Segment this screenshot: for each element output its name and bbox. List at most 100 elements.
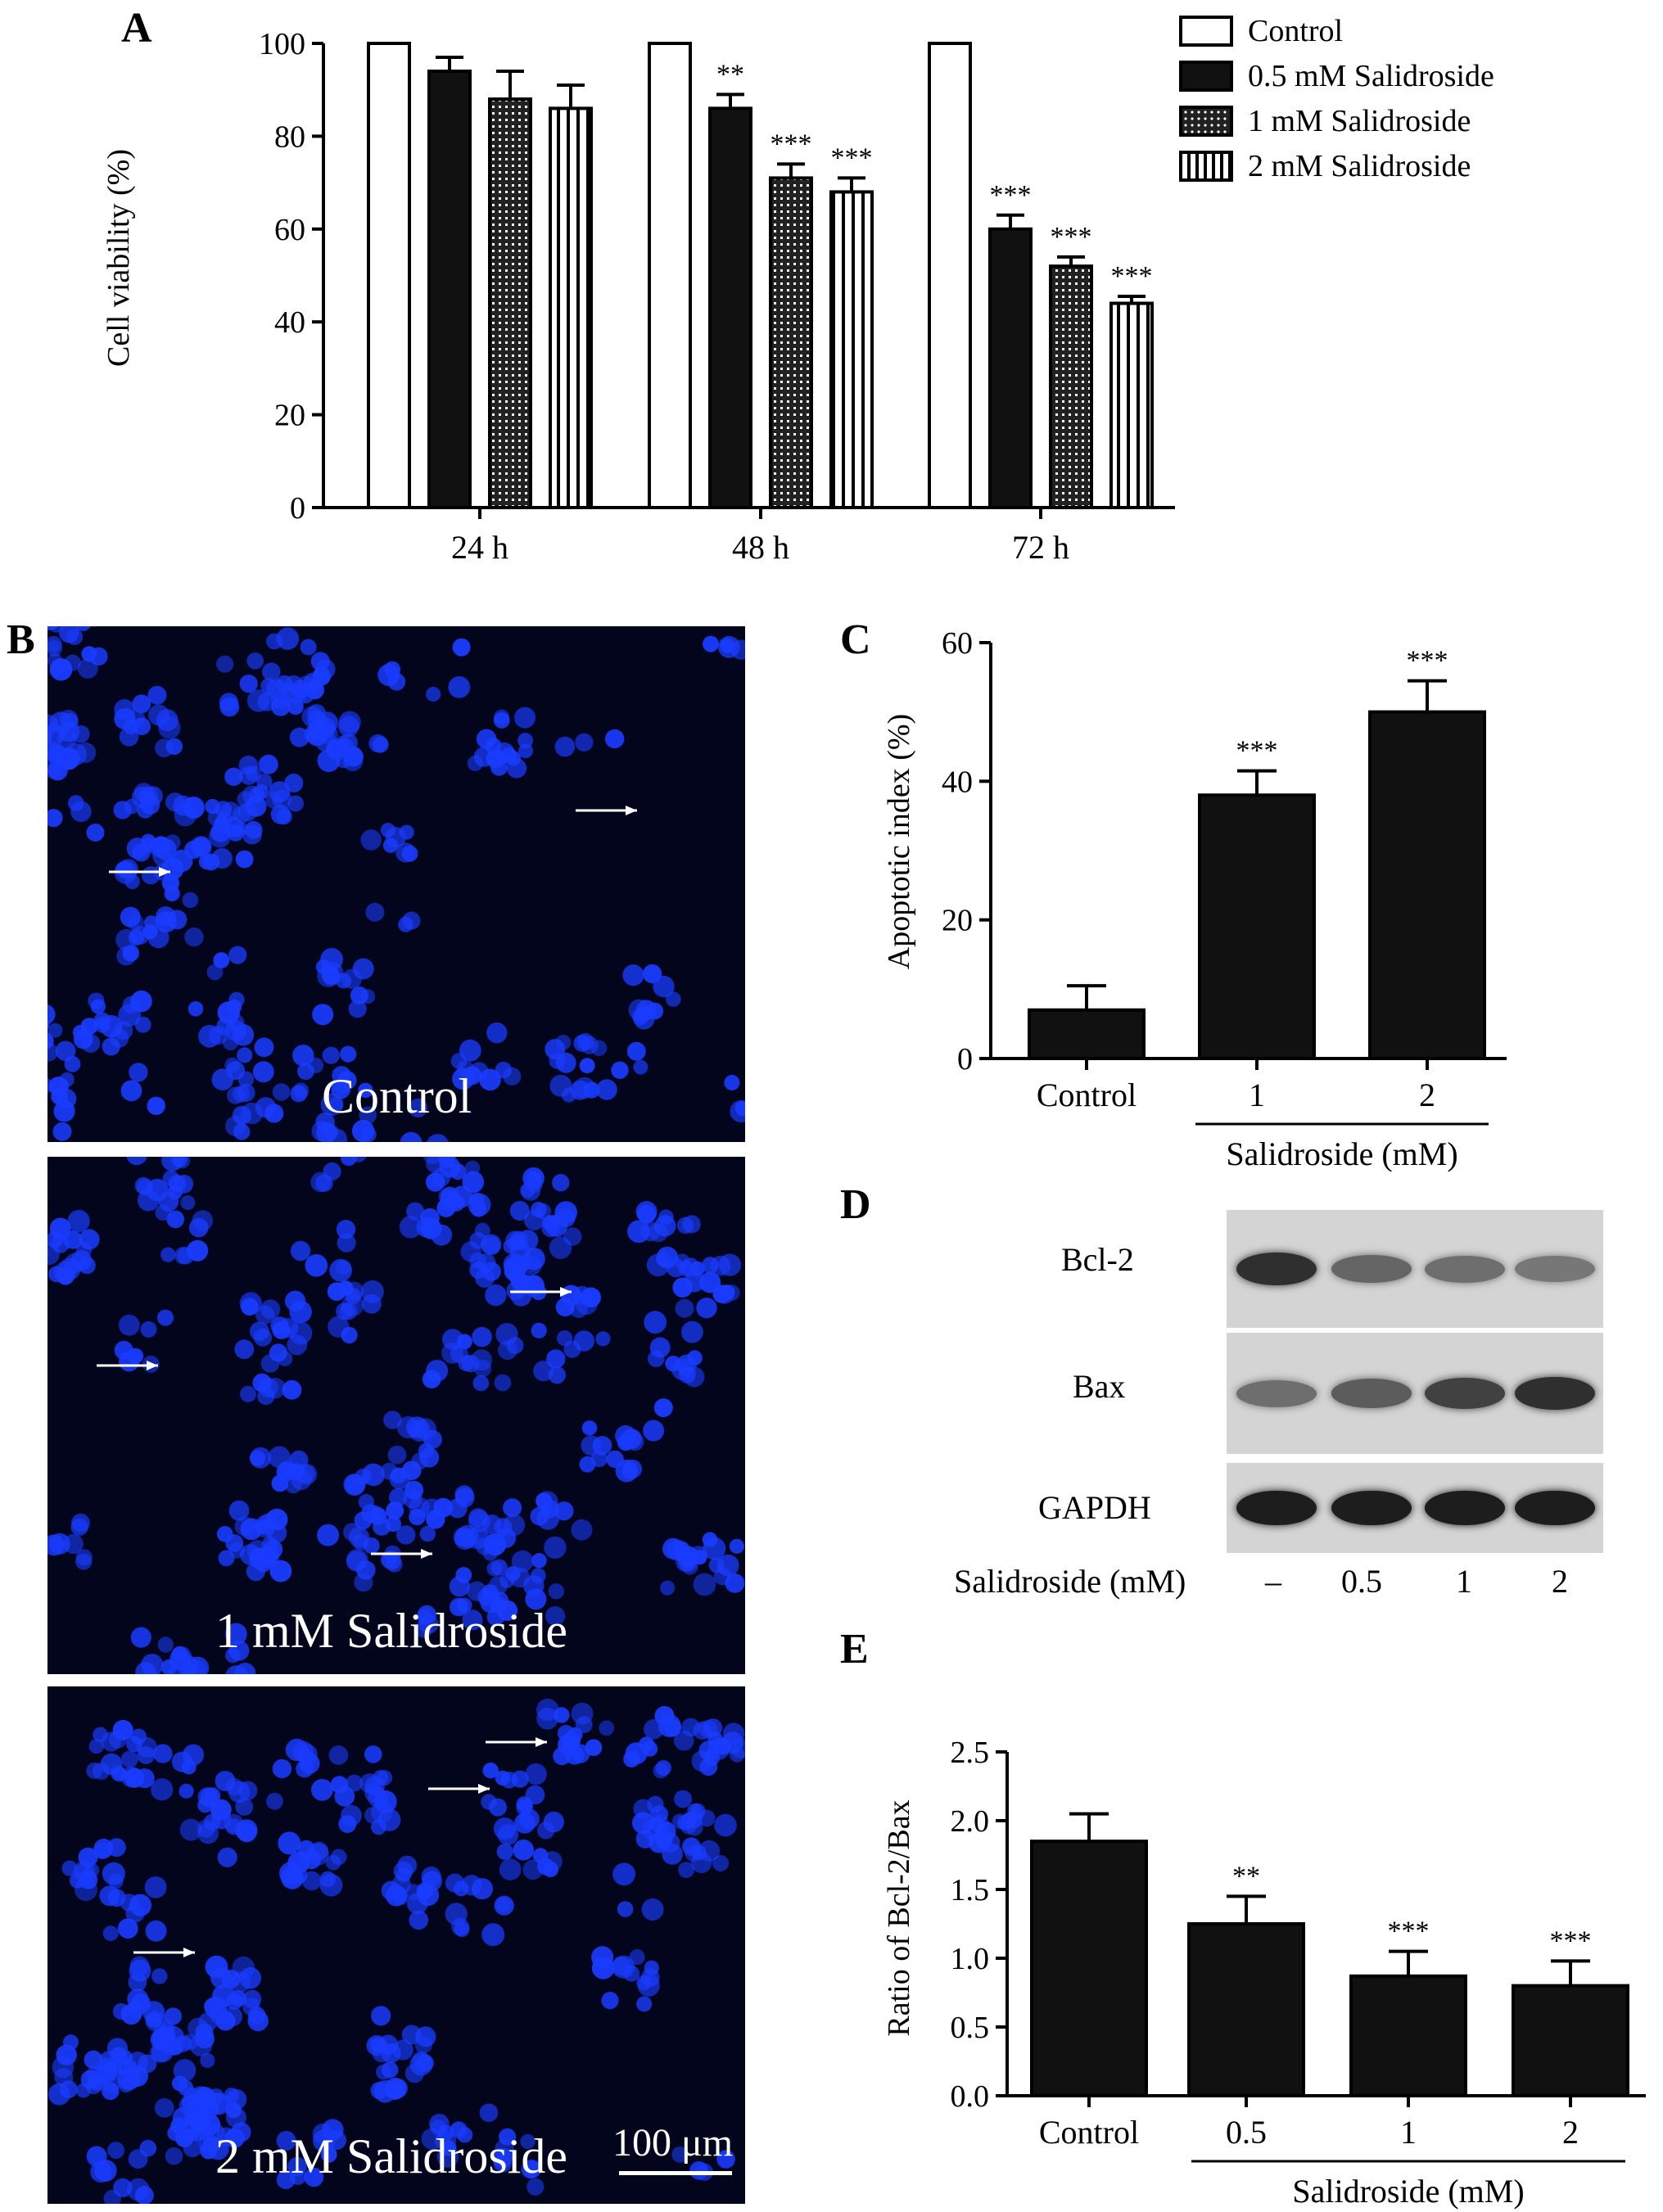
nucleus (200, 2052, 215, 2068)
significance-label: *** (1550, 1925, 1592, 1956)
nucleus (436, 1198, 456, 1217)
nucleus (90, 626, 98, 627)
nucleus (575, 733, 594, 752)
nucleus (213, 816, 229, 833)
nucleus (495, 1061, 513, 1079)
scale-bar (619, 2171, 732, 2175)
nucleus (213, 952, 230, 968)
bar (928, 42, 972, 509)
nucleus (497, 1824, 519, 1845)
panel-label-e: E (840, 1626, 869, 1673)
nucleus (496, 1600, 518, 1621)
nucleus (59, 626, 79, 643)
nucleus (684, 1271, 705, 1293)
nucleus (292, 1082, 310, 1099)
nucleus (506, 1337, 524, 1354)
nucleus (476, 729, 497, 749)
nucleus (108, 1730, 128, 1749)
nucleus (132, 694, 151, 714)
nucleus (696, 1298, 717, 1319)
nucleus (93, 1843, 111, 1860)
nucleus (494, 1374, 512, 1392)
nucleus (380, 823, 395, 838)
nucleus (240, 1385, 256, 1402)
nucleus (496, 1843, 513, 1860)
nucleus (623, 1965, 640, 1982)
blot-band (1331, 1490, 1412, 1526)
nucleus (548, 1583, 564, 1600)
micrograph-label: 1 mM Salidroside (215, 1604, 567, 1658)
nucleus (157, 1309, 174, 1326)
nucleus (113, 2056, 133, 2076)
nucleus (224, 767, 243, 786)
nucleus (232, 1023, 255, 1046)
nucleus (647, 1795, 664, 1813)
lane-label: – (1265, 1563, 1281, 1600)
blot-band (1425, 1255, 1505, 1283)
lane-label: 2 (1552, 1563, 1568, 1600)
nucleus (445, 1903, 468, 1925)
nucleus (282, 1379, 302, 1400)
nucleus (500, 747, 517, 764)
nucleus (287, 1463, 304, 1480)
chart-a-y-tick-label: 60 (274, 213, 305, 247)
nucleus (420, 1208, 440, 1228)
chart-c-x-tick-label: 1 (1249, 1077, 1265, 1113)
arrow-head (478, 1784, 490, 1794)
nucleus (655, 1760, 671, 1776)
blot-band (1236, 1490, 1317, 1526)
legend-item-0-5mm: 0.5 mM Salidroside (1179, 53, 1494, 98)
nucleus (73, 1860, 95, 1882)
nucleus (387, 1445, 407, 1465)
nucleus (64, 1055, 81, 1072)
nucleus (346, 1774, 363, 1792)
nucleus (590, 1450, 608, 1468)
chart-e-y-tick-label: 0.0 (951, 2079, 990, 2114)
nucleus (238, 1781, 258, 1800)
nucleus (295, 684, 315, 704)
chart-a-y-tick-label: 80 (274, 120, 305, 154)
nucleus (409, 1496, 430, 1518)
nucleus (626, 1041, 646, 1061)
nucleus (373, 1517, 391, 1536)
nucleus (63, 2034, 79, 2051)
nucleus (544, 1536, 567, 1560)
nucleus (471, 1878, 494, 1900)
nucleus (130, 1627, 151, 1648)
nucleus (458, 1355, 475, 1371)
nucleus (315, 1112, 335, 1132)
nucleus (197, 1819, 215, 1838)
legend-label: 0.5 mM Salidroside (1248, 58, 1494, 93)
nucleus (285, 1290, 306, 1311)
nucleus (135, 1662, 156, 1674)
nucleus (358, 1082, 373, 1099)
nucleus (64, 654, 81, 671)
nuclei-layer (47, 626, 745, 1142)
blot-label-bcl2: Bcl-2 (1061, 1241, 1134, 1278)
nucleus (503, 1514, 526, 1537)
nucleus (511, 1770, 529, 1788)
nucleus (260, 1513, 277, 1530)
bar (648, 42, 692, 509)
nucleus (306, 725, 328, 747)
nucleus (47, 1004, 56, 1025)
nucleus (524, 1209, 545, 1230)
nucleus (200, 2142, 217, 2160)
nucleus (228, 946, 247, 964)
nucleus (107, 2142, 124, 2159)
nucleus (287, 698, 304, 716)
nucleus (158, 1191, 179, 1212)
nucleus (246, 1562, 265, 1582)
nucleus (260, 1354, 280, 1373)
nucleus (409, 1098, 428, 1117)
nucleus (653, 1398, 673, 1418)
nucleus (198, 853, 215, 870)
nucleus (486, 1022, 508, 1044)
nucleus (481, 1923, 505, 1947)
scale-bar-label: 100 μm (612, 2121, 734, 2165)
panel-label-b: B (7, 616, 35, 663)
nucleus (312, 1004, 334, 1026)
nucleus (88, 1739, 104, 1754)
